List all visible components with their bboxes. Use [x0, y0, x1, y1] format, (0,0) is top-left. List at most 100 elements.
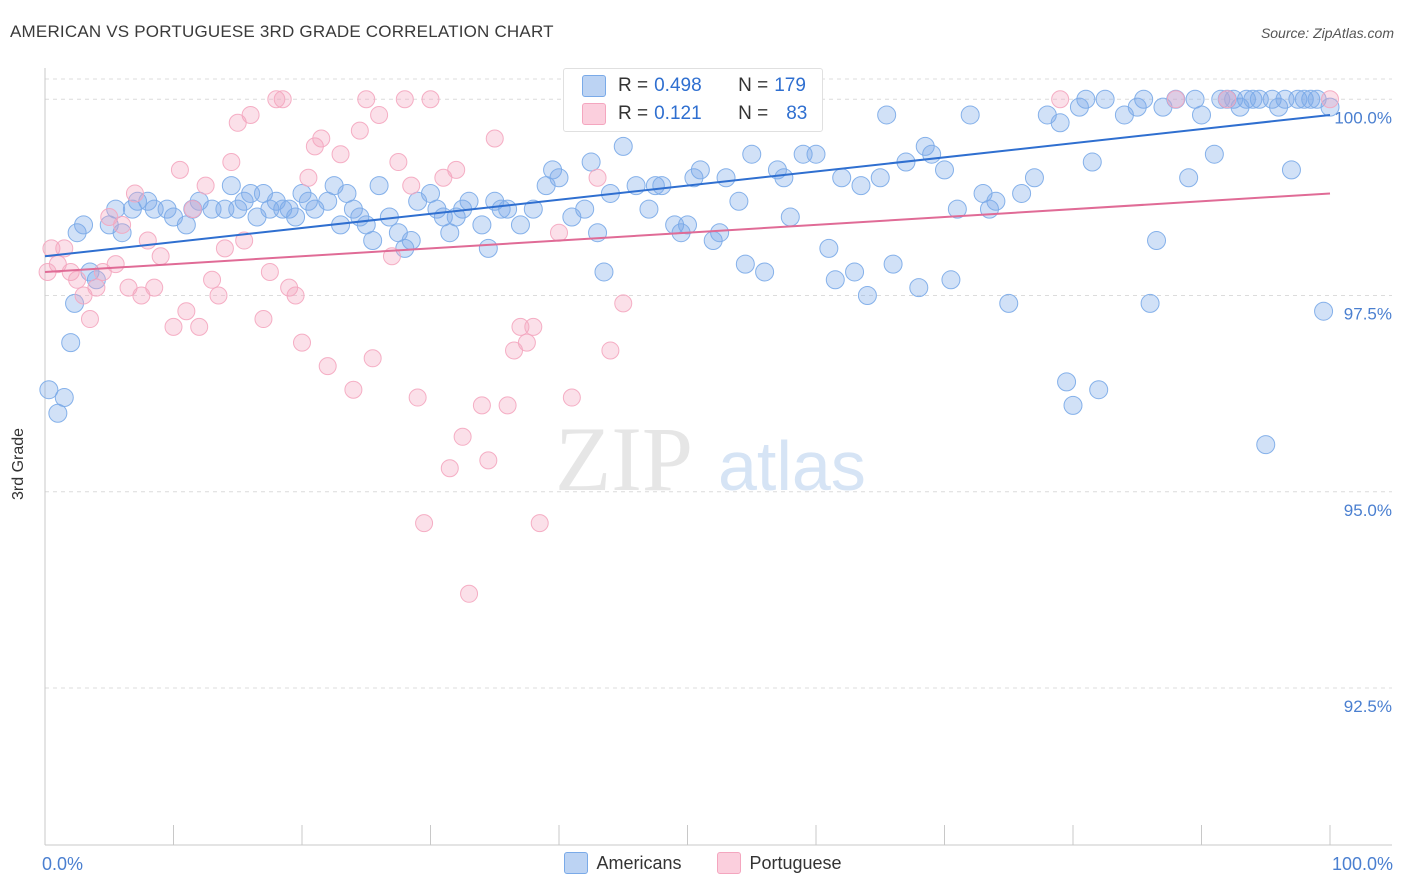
legend-item-americans[interactable]: Americans — [564, 852, 681, 874]
portuguese-point-64 — [498, 396, 517, 415]
portuguese-point-7 — [80, 310, 99, 329]
portuguese-point-47 — [363, 349, 382, 368]
portuguese-point-46 — [357, 90, 376, 109]
american-point-156 — [1320, 97, 1340, 117]
portuguese-point-11 — [106, 255, 125, 274]
american-point-127 — [1095, 89, 1115, 109]
portuguese-point-45 — [350, 121, 369, 140]
american-point-111 — [947, 199, 967, 219]
portuguese-point-20 — [170, 160, 189, 179]
stats-legend: R = 0.498 N = 179 R = 0.121 N = 83 — [563, 68, 823, 132]
americans-swatch-icon — [582, 75, 606, 97]
american-point-155 — [1314, 301, 1334, 321]
american-point-121 — [1057, 372, 1077, 392]
portuguese-point-58 — [447, 160, 466, 179]
american-point-85 — [710, 223, 730, 243]
y-tick-label-3: 92.5% — [1344, 697, 1392, 716]
american-point-86 — [716, 168, 736, 188]
american-point-108 — [922, 144, 942, 164]
american-point-148 — [1269, 97, 1289, 117]
legend-item-portuguese[interactable]: Portuguese — [717, 852, 842, 874]
legend-label-portuguese: Portuguese — [749, 852, 842, 873]
american-point-11 — [112, 223, 132, 243]
american-point-96 — [819, 238, 839, 258]
portuguese-point-79 — [1218, 90, 1237, 109]
american-point-81 — [678, 215, 697, 235]
portuguese-point-71 — [562, 388, 581, 407]
portuguese-point-61 — [472, 396, 491, 415]
american-point-64 — [523, 199, 543, 219]
american-point-3 — [61, 333, 81, 353]
american-point-78 — [652, 176, 672, 196]
american-point-117 — [1012, 183, 1032, 203]
american-point-100 — [851, 176, 871, 196]
american-point-95 — [806, 144, 826, 164]
portuguese-point-59 — [453, 427, 472, 446]
portuguese-point-26 — [209, 286, 228, 305]
portuguese-point-44 — [344, 380, 363, 399]
portuguese-point-19 — [164, 317, 183, 336]
american-point-25 — [234, 191, 254, 211]
portuguese-point-62 — [479, 451, 498, 470]
portuguese-point-43 — [331, 145, 350, 164]
american-point-32 — [279, 199, 299, 219]
portuguese-point-1 — [42, 239, 61, 258]
american-point-41 — [343, 199, 363, 219]
american-point-87 — [729, 191, 749, 211]
portuguese-point-72 — [588, 168, 607, 187]
american-point-6 — [74, 215, 94, 235]
portuguese-point-23 — [190, 317, 209, 336]
american-point-126 — [1089, 380, 1109, 400]
american-point-109 — [935, 160, 954, 180]
american-point-44 — [363, 231, 383, 251]
y-tick-label-0: 100.0% — [1334, 108, 1392, 127]
portuguese-point-74 — [614, 294, 633, 313]
american-point-116 — [999, 293, 1019, 313]
portuguese-point-54 — [415, 514, 434, 533]
portuguese-point-27 — [215, 239, 234, 258]
american-point-88 — [735, 254, 755, 274]
american-point-23 — [221, 176, 241, 196]
portuguese-point-77 — [1051, 90, 1070, 109]
american-point-62 — [498, 199, 518, 219]
american-point-146 — [1256, 435, 1276, 455]
americans-trend-line — [44, 113, 1331, 258]
portuguese-point-70 — [550, 223, 568, 242]
stats-row-americans: R = 0.498 N = 179 — [582, 73, 806, 99]
american-point-76 — [639, 199, 659, 219]
portuguese-point-55 — [421, 90, 440, 109]
american-point-144 — [1243, 89, 1263, 109]
american-point-45 — [369, 176, 389, 196]
american-point-118 — [1024, 168, 1044, 188]
american-point-89 — [742, 144, 762, 164]
portuguese-point-57 — [440, 459, 459, 478]
american-point-70 — [581, 152, 601, 172]
american-point-135 — [1179, 168, 1199, 188]
portuguese-point-37 — [286, 286, 305, 305]
legend-label-americans: Americans — [596, 852, 682, 873]
american-point-129 — [1127, 97, 1147, 117]
american-point-16 — [157, 199, 177, 219]
americans-points — [39, 89, 1340, 455]
american-point-106 — [909, 278, 929, 298]
americans-n-value: 179 — [774, 75, 806, 96]
american-point-5 — [67, 223, 87, 243]
trend-lines — [44, 113, 1331, 273]
american-point-107 — [915, 136, 935, 156]
american-point-93 — [780, 207, 800, 227]
portuguese-point-42 — [318, 357, 337, 376]
american-point-104 — [883, 254, 903, 274]
american-point-24 — [228, 199, 248, 219]
portuguese-point-32 — [254, 310, 273, 329]
american-point-131 — [1140, 293, 1160, 313]
american-point-137 — [1192, 105, 1211, 125]
american-point-98 — [832, 168, 852, 188]
american-point-69 — [575, 199, 595, 219]
portuguese-point-25 — [203, 270, 222, 289]
american-point-120 — [1050, 113, 1070, 133]
american-point-34 — [292, 183, 312, 203]
tick-labels: 100.0% 97.5% 95.0% 92.5% 0.0% 100.0% — [42, 108, 1393, 874]
chart-title: AMERICAN VS PORTUGUESE 3RD GRADE CORRELA… — [10, 22, 554, 41]
american-point-153 — [1301, 89, 1321, 109]
portuguese-point-14 — [125, 184, 144, 203]
